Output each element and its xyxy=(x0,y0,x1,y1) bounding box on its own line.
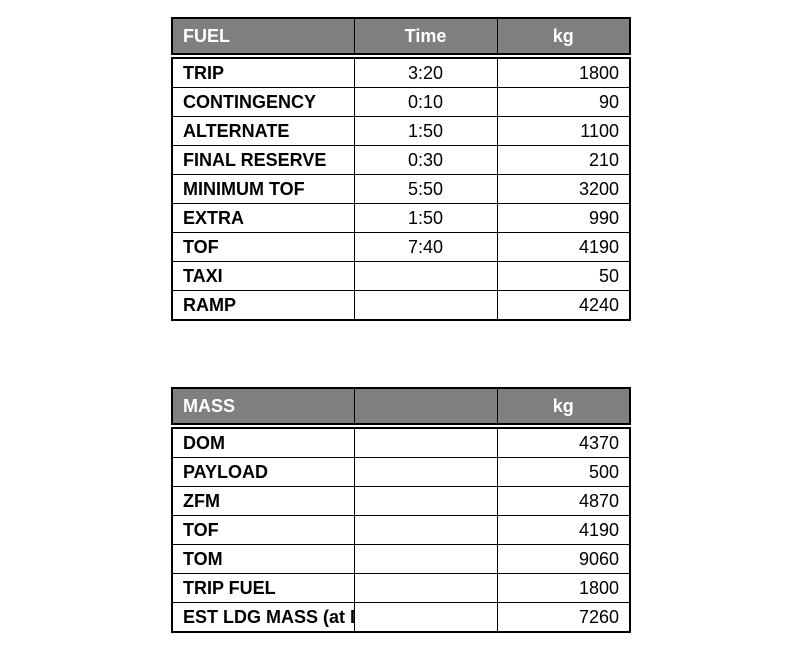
mass-header-blank xyxy=(353,387,498,425)
mass-kg-cell: 1800 xyxy=(496,573,631,603)
fuel-table-row: RAMP 4240 xyxy=(171,290,631,321)
fuel-item-cell: FINAL RESERVE xyxy=(171,145,355,175)
fuel-table-row: TAXI 50 xyxy=(171,261,631,291)
fuel-item-cell: EXTRA xyxy=(171,203,355,233)
fuel-table-row: ALTERNATE 1:50 1100 xyxy=(171,116,631,146)
fuel-item-cell: ALTERNATE xyxy=(171,116,355,146)
mass-header-kg: kg xyxy=(496,387,631,425)
mass-blank-cell xyxy=(353,457,498,487)
fuel-table-row: TRIP 3:20 1800 xyxy=(171,57,631,88)
fuel-header-time: Time xyxy=(353,17,498,55)
fuel-header-item: FUEL xyxy=(171,17,355,55)
fuel-kg-cell: 210 xyxy=(496,145,631,175)
fuel-item-cell: RAMP xyxy=(171,290,355,321)
fuel-kg-cell: 90 xyxy=(496,87,631,117)
fuel-time-cell xyxy=(353,290,498,321)
mass-item-cell: DOM xyxy=(171,427,355,458)
fuel-time-cell xyxy=(353,261,498,291)
fuel-time-cell: 5:50 xyxy=(353,174,498,204)
mass-item-cell: TOF xyxy=(171,515,355,545)
fuel-table-row: CONTINGENCY 0:10 90 xyxy=(171,87,631,117)
fuel-item-cell: TAXI xyxy=(171,261,355,291)
fuel-kg-cell: 4190 xyxy=(496,232,631,262)
fuel-kg-cell: 1800 xyxy=(496,57,631,88)
mass-blank-cell xyxy=(353,515,498,545)
mass-kg-cell: 4370 xyxy=(496,427,631,458)
mass-blank-cell xyxy=(353,573,498,603)
fuel-table-row: FINAL RESERVE 0:30 210 xyxy=(171,145,631,175)
mass-table-row: TOM 9060 xyxy=(171,544,631,574)
fuel-header-kg: kg xyxy=(496,17,631,55)
fuel-time-cell: 3:20 xyxy=(353,57,498,88)
fuel-kg-cell: 990 xyxy=(496,203,631,233)
fuel-item-cell: MINIMUM TOF xyxy=(171,174,355,204)
mass-blank-cell xyxy=(353,427,498,458)
fuel-table-row: TOF 7:40 4190 xyxy=(171,232,631,262)
mass-kg-cell: 4190 xyxy=(496,515,631,545)
mass-kg-cell: 9060 xyxy=(496,544,631,574)
mass-blank-cell xyxy=(353,544,498,574)
mass-header-item: MASS xyxy=(171,387,355,425)
mass-item-cell: EST LDG MASS (at DEST.) xyxy=(171,602,355,633)
fuel-item-cell: CONTINGENCY xyxy=(171,87,355,117)
mass-table-row: PAYLOAD 500 xyxy=(171,457,631,487)
fuel-table-row: MINIMUM TOF 5:50 3200 xyxy=(171,174,631,204)
mass-item-cell: PAYLOAD xyxy=(171,457,355,487)
mass-table-row: ZFM 4870 xyxy=(171,486,631,516)
fuel-kg-cell: 1100 xyxy=(496,116,631,146)
fuel-table: FUEL Time kg TRIP 3:20 1800 CONTINGENCY … xyxy=(171,17,631,321)
mass-item-cell: TRIP FUEL xyxy=(171,573,355,603)
mass-table-row: EST LDG MASS (at DEST.) 7260 xyxy=(171,602,631,633)
mass-table-row: TOF 4190 xyxy=(171,515,631,545)
fuel-time-cell: 0:30 xyxy=(353,145,498,175)
fuel-item-cell: TOF xyxy=(171,232,355,262)
fuel-kg-cell: 4240 xyxy=(496,290,631,321)
fuel-item-cell: TRIP xyxy=(171,57,355,88)
mass-kg-cell: 4870 xyxy=(496,486,631,516)
mass-table-header-row: MASS kg xyxy=(171,387,631,425)
mass-table-row: TRIP FUEL 1800 xyxy=(171,573,631,603)
fuel-table-row: EXTRA 1:50 990 xyxy=(171,203,631,233)
fuel-time-cell: 1:50 xyxy=(353,116,498,146)
fuel-time-cell: 0:10 xyxy=(353,87,498,117)
mass-table: MASS kg DOM 4370 PAYLOAD 500 ZFM 4870 TO… xyxy=(171,387,631,633)
mass-blank-cell xyxy=(353,602,498,633)
mass-kg-cell: 7260 xyxy=(496,602,631,633)
fuel-table-header-row: FUEL Time kg xyxy=(171,17,631,55)
mass-kg-cell: 500 xyxy=(496,457,631,487)
mass-item-cell: TOM xyxy=(171,544,355,574)
mass-blank-cell xyxy=(353,486,498,516)
mass-table-row: DOM 4370 xyxy=(171,427,631,458)
mass-item-cell: ZFM xyxy=(171,486,355,516)
fuel-kg-cell: 3200 xyxy=(496,174,631,204)
fuel-kg-cell: 50 xyxy=(496,261,631,291)
fuel-time-cell: 1:50 xyxy=(353,203,498,233)
fuel-time-cell: 7:40 xyxy=(353,232,498,262)
